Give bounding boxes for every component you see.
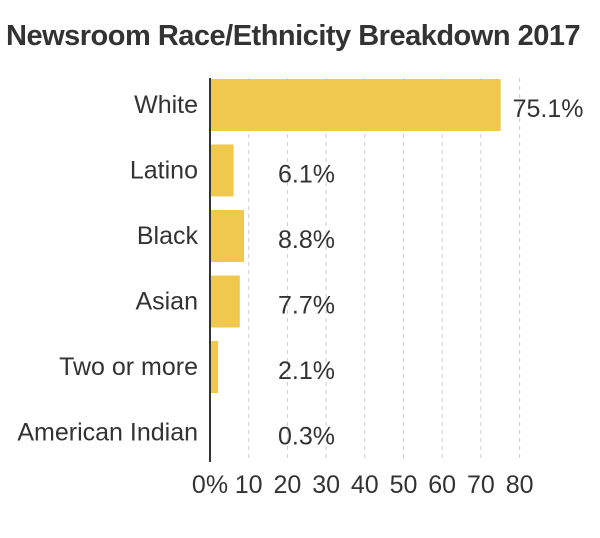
category-label: White bbox=[134, 91, 198, 119]
value-label: 7.7% bbox=[278, 292, 335, 320]
bar bbox=[210, 144, 234, 197]
category-label: Two or more bbox=[59, 353, 198, 381]
value-labels: 75.1% 6.1% 8.8% 7.7% 2.1% 0.3% bbox=[278, 95, 584, 451]
x-tick-label: 30 bbox=[312, 471, 340, 499]
bar bbox=[210, 210, 245, 262]
value-label: 2.1% bbox=[278, 357, 335, 385]
category-labels: White Latino Black Asian Two or more American… bbox=[17, 91, 198, 447]
bar bbox=[210, 341, 219, 393]
value-label: 75.1% bbox=[513, 95, 584, 123]
category-label: Black bbox=[137, 222, 199, 250]
category-label: Latino bbox=[130, 157, 198, 185]
x-tick-label: 60 bbox=[428, 471, 456, 499]
x-tick-label: 10 bbox=[235, 471, 263, 499]
x-tick-labels: 0% 10 20 30 40 50 60 70 80 bbox=[192, 471, 534, 499]
x-tick-label: 0% bbox=[192, 471, 228, 499]
x-tick-label: 40 bbox=[351, 471, 379, 499]
value-label: 6.1% bbox=[278, 161, 335, 189]
category-label: Asian bbox=[135, 288, 198, 316]
value-label: 8.8% bbox=[278, 226, 335, 254]
x-tick-label: 20 bbox=[273, 471, 301, 499]
bars bbox=[210, 79, 501, 459]
value-label: 0.3% bbox=[278, 423, 335, 451]
bar bbox=[210, 79, 501, 131]
x-tick-label: 70 bbox=[467, 471, 495, 499]
category-label: American Indian bbox=[17, 419, 198, 447]
x-tick-label: 80 bbox=[506, 471, 534, 499]
bar bbox=[210, 275, 240, 328]
chart-title: Newsroom Race/Ethnicity Breakdown 2017 bbox=[6, 20, 581, 52]
x-tick-label: 50 bbox=[390, 471, 418, 499]
grid-lines bbox=[248, 78, 521, 462]
